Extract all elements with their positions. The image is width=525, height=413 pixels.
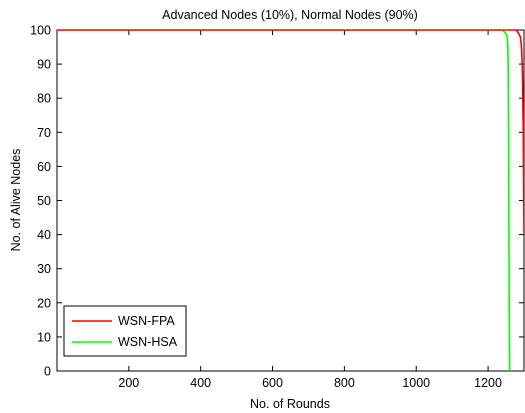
x-tick-label: 800 <box>334 376 355 390</box>
y-tick-label: 90 <box>37 58 51 72</box>
series-line-wsn-hsa <box>57 30 511 371</box>
y-tick-label: 20 <box>37 296 51 310</box>
y-axis-label: No. of Alive Nodes <box>9 149 23 252</box>
y-tick-label: 100 <box>30 24 51 38</box>
x-tick-label: 200 <box>118 376 139 390</box>
y-tick-label: 10 <box>37 330 51 344</box>
y-tick-label: 30 <box>37 262 51 276</box>
y-tick-label: 50 <box>37 194 51 208</box>
y-tick-label: 80 <box>37 92 51 106</box>
y-tick-label: 40 <box>37 228 51 242</box>
x-tick-label: 1200 <box>474 376 502 390</box>
axis-ticks: 200 400 600 800 1000 1200 0 10 20 30 40 50 60 70 80 90 1… <box>30 24 524 390</box>
legend-label-wsn-hsa: WSN-HSA <box>118 335 178 349</box>
x-tick-label: 400 <box>190 376 211 390</box>
x-tick-label: 1000 <box>402 376 430 390</box>
x-axis-label: No. of Rounds <box>250 397 330 411</box>
y-tick-label: 0 <box>44 365 51 379</box>
series-layer <box>57 30 524 371</box>
chart-title: Advanced Nodes (10%), Normal Nodes (90%) <box>162 8 418 22</box>
x-tick-label: 600 <box>262 376 283 390</box>
legend-label-wsn-fpa: WSN-FPA <box>118 314 175 328</box>
y-tick-label: 70 <box>37 126 51 140</box>
y-tick-label: 60 <box>37 160 51 174</box>
legend-box <box>63 305 187 357</box>
series-line-wsn-fpa <box>57 30 524 235</box>
legend: WSN-FPA WSN-HSA <box>63 305 187 357</box>
